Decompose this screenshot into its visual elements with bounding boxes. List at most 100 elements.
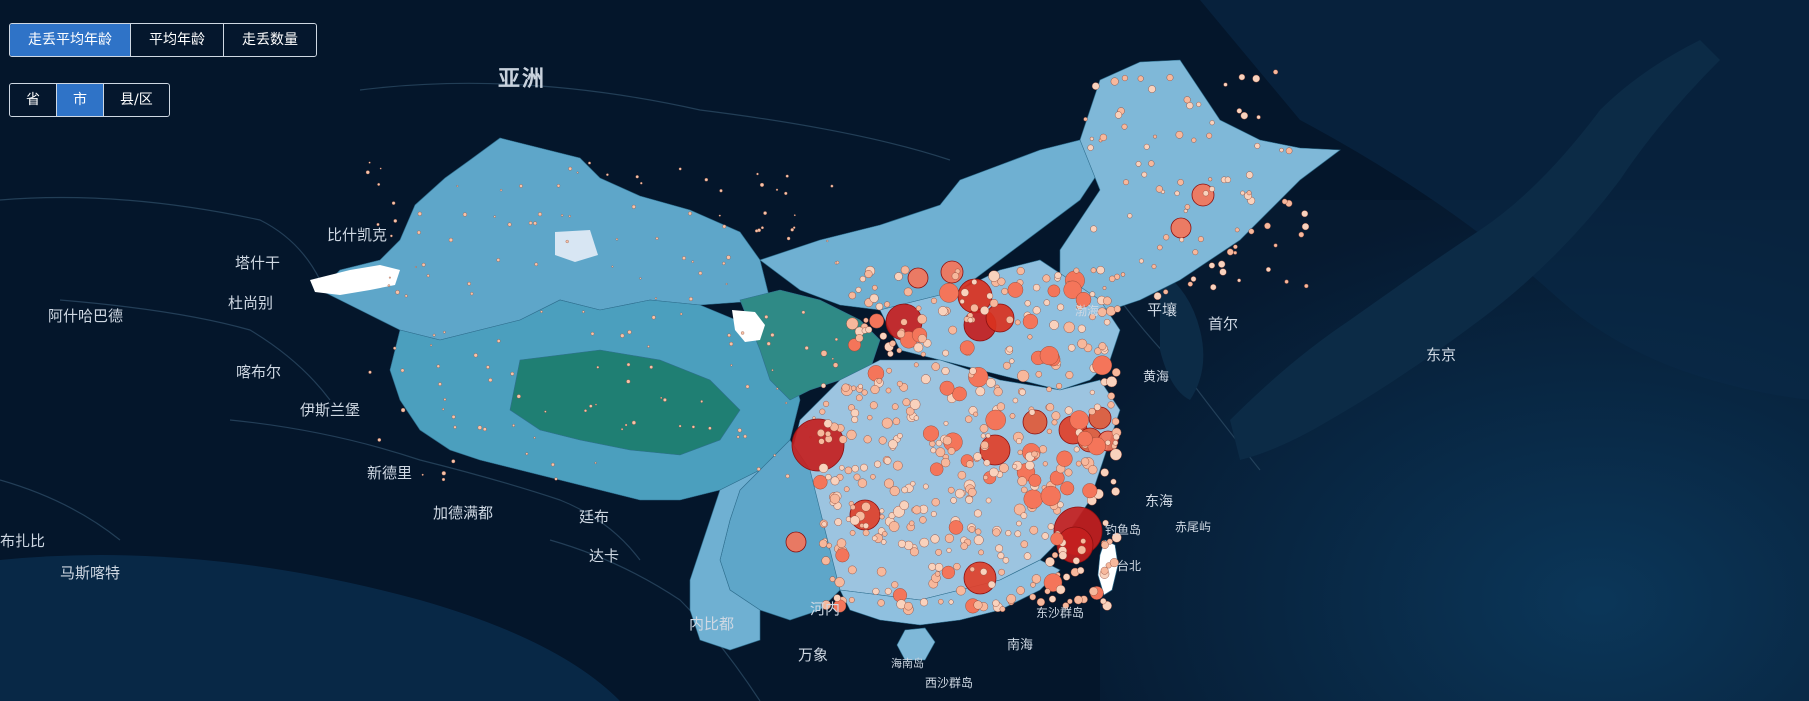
- bubble-marker[interactable]: [830, 476, 840, 486]
- bubble-marker[interactable]: [941, 367, 950, 376]
- bubble-marker[interactable]: [1041, 532, 1049, 540]
- bubble-marker[interactable]: [851, 465, 859, 473]
- bubble-marker[interactable]: [1027, 334, 1033, 340]
- bubble-marker[interactable]: [829, 493, 840, 504]
- bubble-marker[interactable]: [1022, 409, 1048, 435]
- bubble-marker[interactable]: [989, 467, 999, 478]
- bubble-marker[interactable]: [921, 374, 931, 384]
- bubble-marker[interactable]: [841, 383, 850, 392]
- bubble-marker[interactable]: [1032, 306, 1041, 315]
- bubble-marker[interactable]: [1114, 111, 1123, 119]
- bubble-marker[interactable]: [1191, 137, 1197, 143]
- bubble-marker[interactable]: [1219, 268, 1227, 276]
- bubble-marker[interactable]: [969, 566, 975, 572]
- bubble-marker[interactable]: [1006, 594, 1017, 604]
- bubble-marker[interactable]: [870, 385, 880, 395]
- bubble-marker[interactable]: [1050, 532, 1064, 546]
- bubble-marker[interactable]: [923, 425, 940, 442]
- bubble-marker[interactable]: [1102, 286, 1107, 290]
- bubble-marker[interactable]: [930, 511, 937, 517]
- bubble-marker[interactable]: [823, 419, 833, 428]
- bubble-marker[interactable]: [1014, 530, 1022, 538]
- bubble-marker[interactable]: [979, 424, 989, 433]
- bubble-marker[interactable]: [956, 585, 966, 596]
- bubble-marker[interactable]: [1093, 403, 1101, 411]
- bubble-marker[interactable]: [821, 600, 832, 610]
- bubble-marker[interactable]: [1089, 136, 1094, 141]
- bubble-marker[interactable]: [1016, 438, 1023, 445]
- bubble-marker[interactable]: [919, 537, 929, 548]
- bubble-marker[interactable]: [874, 460, 882, 468]
- bubble-marker[interactable]: [1285, 147, 1293, 155]
- bubble-marker[interactable]: [1223, 82, 1228, 87]
- bubble-marker[interactable]: [1240, 190, 1245, 196]
- bubble-marker[interactable]: [909, 399, 921, 410]
- bubble-marker[interactable]: [1248, 228, 1255, 235]
- bubble-marker[interactable]: [870, 474, 876, 480]
- bubble-marker[interactable]: [983, 475, 989, 481]
- bubble-marker[interactable]: [1127, 213, 1133, 219]
- bubble-marker[interactable]: [1003, 361, 1011, 370]
- bubble-marker[interactable]: [1209, 186, 1215, 193]
- bubble-marker[interactable]: [1080, 538, 1086, 544]
- bubble-marker[interactable]: [1067, 344, 1076, 352]
- bubble-marker[interactable]: [856, 394, 863, 402]
- bubble-marker[interactable]: [1191, 183, 1215, 207]
- bubble-marker[interactable]: [965, 415, 973, 423]
- region-yunnan[interactable]: [689, 469, 761, 651]
- bubble-marker[interactable]: [1077, 324, 1086, 333]
- bubble-marker[interactable]: [1196, 101, 1202, 107]
- bubble-marker[interactable]: [1101, 541, 1109, 549]
- bubble-marker[interactable]: [891, 581, 899, 589]
- bubble-marker[interactable]: [848, 565, 857, 575]
- bubble-marker[interactable]: [1013, 503, 1026, 516]
- bubble-marker[interactable]: [1028, 409, 1036, 416]
- bubble-marker[interactable]: [879, 508, 885, 514]
- bubble-marker[interactable]: [819, 539, 828, 548]
- level-toggle-city[interactable]: 市: [56, 84, 103, 116]
- bubble-marker[interactable]: [942, 436, 953, 446]
- bubble-marker[interactable]: [931, 498, 940, 507]
- bubble-marker[interactable]: [1301, 223, 1310, 231]
- bubble-marker[interactable]: [1210, 284, 1217, 291]
- bubble-marker[interactable]: [1121, 123, 1128, 130]
- bubble-marker[interactable]: [1273, 243, 1278, 248]
- bubble-marker[interactable]: [1240, 111, 1249, 120]
- bubble-marker[interactable]: [1110, 77, 1119, 86]
- bubble-marker[interactable]: [883, 456, 892, 465]
- bubble-marker[interactable]: [917, 314, 927, 325]
- bubble-marker[interactable]: [950, 497, 957, 504]
- bubble-marker[interactable]: [996, 402, 1006, 411]
- bubble-marker[interactable]: [1077, 338, 1088, 349]
- bubble-marker[interactable]: [942, 349, 949, 357]
- bubble-marker[interactable]: [1090, 267, 1097, 274]
- bubble-marker[interactable]: [1089, 389, 1095, 395]
- bubble-marker[interactable]: [920, 598, 929, 607]
- bubble-marker[interactable]: [846, 317, 859, 330]
- region-hainan[interactable]: [896, 627, 936, 661]
- bubble-marker[interactable]: [869, 401, 878, 410]
- bubble-marker[interactable]: [906, 407, 915, 416]
- bubble-marker[interactable]: [1153, 292, 1162, 300]
- bubble-marker[interactable]: [1057, 303, 1065, 311]
- bubble-marker[interactable]: [1121, 75, 1128, 82]
- bubble-marker[interactable]: [1077, 545, 1087, 555]
- bubble-marker[interactable]: [910, 481, 916, 487]
- bubble-marker[interactable]: [1106, 376, 1118, 388]
- bubble-marker[interactable]: [879, 514, 885, 520]
- bubble-marker[interactable]: [1042, 274, 1051, 283]
- bubble-marker[interactable]: [1112, 440, 1119, 446]
- bubble-marker[interactable]: [1014, 319, 1021, 326]
- bubble-marker[interactable]: [904, 602, 913, 611]
- bubble-marker[interactable]: [1017, 476, 1028, 487]
- bubble-marker[interactable]: [1099, 133, 1108, 142]
- bubble-marker[interactable]: [903, 540, 914, 551]
- bubble-marker[interactable]: [1016, 267, 1025, 276]
- bubble-marker[interactable]: [1100, 468, 1109, 477]
- bubble-marker[interactable]: [1044, 588, 1051, 595]
- bubble-marker[interactable]: [898, 539, 906, 548]
- bubble-marker[interactable]: [973, 411, 979, 417]
- bubble-marker[interactable]: [1063, 321, 1075, 333]
- bubble-marker[interactable]: [1209, 120, 1215, 126]
- bubble-marker[interactable]: [1109, 558, 1119, 568]
